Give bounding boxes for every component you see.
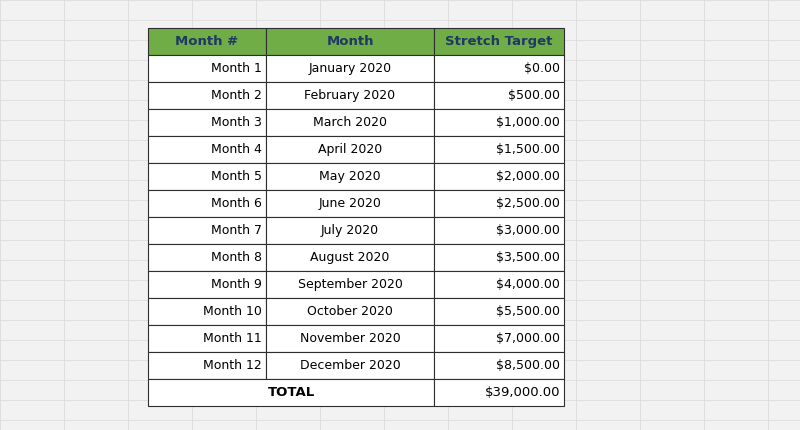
- Text: September 2020: September 2020: [298, 278, 402, 291]
- Text: $5,500.00: $5,500.00: [496, 305, 560, 318]
- Text: Month: Month: [326, 35, 374, 48]
- Bar: [266, 244, 434, 271]
- Bar: [434, 244, 564, 271]
- Text: Month 2: Month 2: [211, 89, 262, 102]
- Bar: [434, 379, 564, 406]
- Bar: [148, 109, 266, 136]
- Bar: [148, 325, 266, 352]
- Text: June 2020: June 2020: [318, 197, 382, 210]
- Text: $8,500.00: $8,500.00: [496, 359, 560, 372]
- Text: $39,000.00: $39,000.00: [485, 386, 560, 399]
- Text: Month 9: Month 9: [211, 278, 262, 291]
- Text: $1,500.00: $1,500.00: [496, 143, 560, 156]
- Bar: [434, 217, 564, 244]
- Text: November 2020: November 2020: [300, 332, 400, 345]
- Bar: [148, 217, 266, 244]
- Bar: [148, 163, 266, 190]
- Text: $2,500.00: $2,500.00: [496, 197, 560, 210]
- Text: $3,500.00: $3,500.00: [496, 251, 560, 264]
- Text: August 2020: August 2020: [310, 251, 390, 264]
- Text: $7,000.00: $7,000.00: [496, 332, 560, 345]
- Bar: [434, 82, 564, 109]
- Bar: [266, 217, 434, 244]
- Text: Month 4: Month 4: [211, 143, 262, 156]
- Bar: [434, 325, 564, 352]
- Bar: [148, 244, 266, 271]
- Text: Month 12: Month 12: [203, 359, 262, 372]
- Bar: [148, 298, 266, 325]
- Text: Month 1: Month 1: [211, 62, 262, 75]
- Bar: [148, 379, 434, 406]
- Text: Month #: Month #: [175, 35, 238, 48]
- Bar: [266, 82, 434, 109]
- Bar: [148, 82, 266, 109]
- Bar: [266, 190, 434, 217]
- Bar: [148, 55, 266, 82]
- Text: Month 10: Month 10: [203, 305, 262, 318]
- Bar: [266, 352, 434, 379]
- Bar: [434, 352, 564, 379]
- Text: $3,000.00: $3,000.00: [496, 224, 560, 237]
- Bar: [266, 28, 434, 55]
- Bar: [148, 28, 266, 55]
- Text: December 2020: December 2020: [300, 359, 400, 372]
- Bar: [266, 298, 434, 325]
- Bar: [434, 298, 564, 325]
- Text: May 2020: May 2020: [319, 170, 381, 183]
- Bar: [434, 271, 564, 298]
- Text: Stretch Target: Stretch Target: [446, 35, 553, 48]
- Text: $1,000.00: $1,000.00: [496, 116, 560, 129]
- Bar: [434, 109, 564, 136]
- Text: January 2020: January 2020: [309, 62, 391, 75]
- Text: $4,000.00: $4,000.00: [496, 278, 560, 291]
- Text: February 2020: February 2020: [305, 89, 395, 102]
- Text: $0.00: $0.00: [524, 62, 560, 75]
- Bar: [434, 163, 564, 190]
- Bar: [148, 190, 266, 217]
- Text: Month 7: Month 7: [211, 224, 262, 237]
- Text: Month 5: Month 5: [211, 170, 262, 183]
- Bar: [434, 28, 564, 55]
- Text: $2,000.00: $2,000.00: [496, 170, 560, 183]
- Text: October 2020: October 2020: [307, 305, 393, 318]
- Text: April 2020: April 2020: [318, 143, 382, 156]
- Bar: [148, 352, 266, 379]
- Bar: [148, 271, 266, 298]
- Bar: [266, 271, 434, 298]
- Bar: [434, 136, 564, 163]
- Text: Month 6: Month 6: [211, 197, 262, 210]
- Text: $500.00: $500.00: [508, 89, 560, 102]
- Text: Month 3: Month 3: [211, 116, 262, 129]
- Text: TOTAL: TOTAL: [267, 386, 314, 399]
- Text: March 2020: March 2020: [313, 116, 387, 129]
- Bar: [148, 136, 266, 163]
- Bar: [266, 109, 434, 136]
- Bar: [266, 163, 434, 190]
- Text: Month 8: Month 8: [211, 251, 262, 264]
- Text: July 2020: July 2020: [321, 224, 379, 237]
- Bar: [266, 325, 434, 352]
- Bar: [434, 55, 564, 82]
- Text: Month 11: Month 11: [203, 332, 262, 345]
- Bar: [266, 55, 434, 82]
- Bar: [266, 136, 434, 163]
- Bar: [434, 190, 564, 217]
